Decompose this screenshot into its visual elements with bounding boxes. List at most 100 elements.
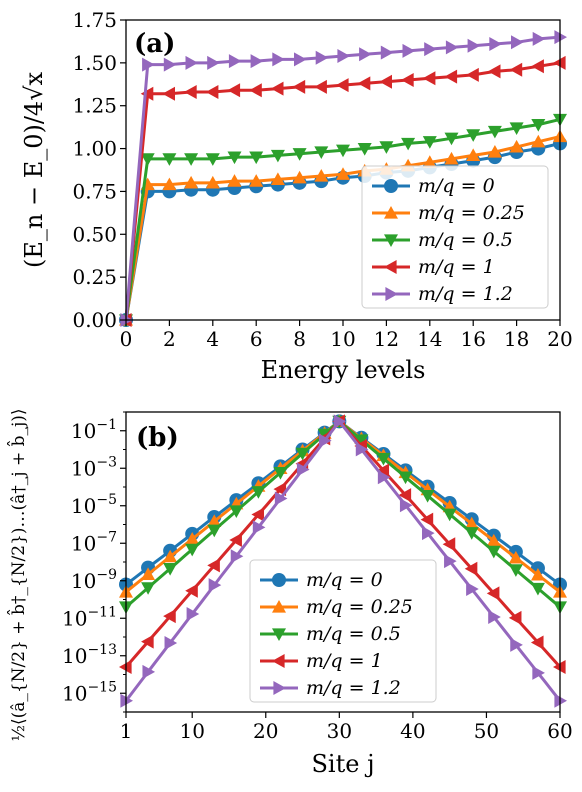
panel-a-legend-marker: [384, 179, 398, 193]
panel-b-data-point: [488, 609, 501, 624]
panel-b-legend-label: m/q = 1: [306, 650, 383, 672]
panel-b-data-point: [530, 582, 545, 596]
panel-a-x-axis-label: Energy levels: [261, 356, 426, 384]
panel-a-legend-box: [361, 165, 549, 309]
panel-b-data-point: [442, 508, 457, 522]
panel-a-data-point: [249, 151, 264, 165]
panel-a-data-point: [315, 50, 329, 65]
panel-a-label: (a): [134, 29, 175, 59]
panel-a-data-point: [532, 31, 546, 46]
panel-b-legend-marker: [272, 628, 286, 641]
panel-b-data-point: [486, 533, 501, 547]
panel-a-x-tick-label: 14: [417, 327, 442, 351]
panel-a-data-point: [292, 170, 307, 184]
panel-a-legend-label: m/q = 0.25: [418, 202, 525, 224]
panel-a-legend-label: m/q = 1: [418, 256, 495, 278]
panel-b-data-point: [464, 561, 478, 576]
panel-a-legend-marker: [385, 287, 398, 301]
panel-b-data-point: [251, 507, 265, 522]
panel-a: 0 2 4 6 8 10 12 14 16 18 20 0.00 0.25 0.50 0.75 1.00 1.…: [20, 8, 573, 384]
panel-a-x-tick-label: 16: [460, 327, 485, 351]
panel-b-y-tick-label: 10−1: [71, 417, 117, 443]
panel-b-y-tick-label: 10−3: [71, 454, 117, 480]
panel-b-data-point: [273, 482, 287, 497]
panel-b-data-point: [295, 447, 310, 461]
panel-b-data-point: [141, 567, 156, 580]
panel-b-data-point: [376, 463, 390, 478]
panel-a-legend-marker: [384, 234, 398, 247]
panel-a-data-point: [272, 52, 285, 67]
panel-a-data-point: [162, 177, 177, 191]
panel-a-data-point: [292, 79, 306, 94]
panel-b-x-tick-label: 10: [179, 719, 204, 743]
panel-a-data-point: [445, 40, 459, 55]
panel-a-data-point: [466, 148, 481, 162]
panel-b-data-point: [420, 512, 434, 527]
panel-a-y-tick-label: 0.00: [72, 308, 117, 332]
panel-b-legend: m/q = 0 m/q = 0.25 m/q = 0.5 m/q = 1 m/q…: [249, 559, 437, 703]
panel-b-legend-label: m/q = 0.5: [306, 623, 401, 645]
panel-a-y-tick-label: 1.50: [72, 51, 117, 75]
panel-b-legend-marker: [272, 573, 286, 587]
panel-b-data-point: [377, 470, 391, 485]
panel-a-legend-label: m/q = 0: [418, 175, 495, 197]
panel-a-data-point: [422, 71, 436, 86]
panel-a-x-tick-label: 0: [120, 327, 133, 351]
panel-b-series-line: [124, 418, 562, 702]
panel-a-data-point: [249, 83, 262, 98]
panel-b-data-point: [164, 635, 178, 650]
panel-b-data-point: [163, 609, 176, 624]
panel-a-data-point: [162, 153, 177, 166]
panel-b-y-ticks: 10−1 10−3 10−5 10−7 10−9 10−11 10−13 10−15: [62, 411, 126, 713]
panel-a-x-tick-label: 18: [504, 327, 529, 351]
panel-a-data-point: [142, 57, 155, 72]
panel-a-data-point: [422, 155, 437, 168]
panel-b-legend-label: m/q = 0: [306, 569, 383, 591]
panel-b-data-point: [399, 498, 413, 513]
panel-b-data-point: [444, 554, 457, 569]
panel-b-data-point: [508, 610, 522, 625]
panel-a-data-point: [487, 125, 502, 139]
panel-b-data-point: [398, 488, 412, 503]
panel-b-data-point: [319, 433, 332, 448]
panel-a-data-point: [531, 59, 544, 74]
panel-b-data-point: [274, 491, 288, 506]
panel-a-x-tick-label: 10: [330, 327, 355, 351]
panel-a-data-point: [467, 38, 481, 53]
panel-a-data-point: [336, 167, 350, 180]
panel-a-y-axis-label: (E_n − E_0)/4√x: [20, 72, 48, 269]
panel-a-x-tick-label: 8: [293, 327, 306, 351]
panel-b: 1 10 20 30 40 50 60 10−110−310−510−710−910−111…: [7, 408, 572, 778]
panel-a-y-tick-label: 1.00: [72, 137, 117, 161]
panel-b-y-tick-label: 10−5: [71, 492, 117, 518]
panel-a-legend-marker: [384, 260, 397, 274]
panel-b-data-point: [376, 452, 391, 466]
panel-b-data-point: [420, 490, 435, 503]
panel-a-data-point: [509, 122, 524, 135]
panel-b-data-point: [510, 637, 523, 652]
panel-a-data-point: [509, 62, 523, 77]
panel-a-data-point: [314, 146, 329, 159]
panel-b-data-point: [208, 578, 222, 593]
panel-b-x-tick-label: 1: [120, 719, 133, 743]
panel-b-data-point: [185, 583, 198, 598]
panel-a-x-tick-label: 4: [206, 327, 219, 351]
panel-a-data-point: [228, 54, 242, 69]
panel-a-data-point: [163, 57, 177, 72]
panel-a-data-point: [270, 81, 284, 96]
panel-a-data-point: [227, 174, 242, 187]
panel-a-data-point: [207, 55, 220, 70]
panel-a-y-tick-label: 0.25: [72, 265, 117, 289]
panel-b-data-point: [554, 693, 567, 708]
panel-b-legend-label: m/q = 0.25: [306, 596, 413, 618]
panel-b-x-tick-label: 60: [547, 719, 572, 743]
panel-b-data-point: [530, 635, 544, 650]
panel-a-data-point: [401, 73, 414, 87]
panel-a-data-point: [402, 43, 416, 58]
panel-a-data-point: [184, 153, 199, 166]
panel-a-data-point: [357, 76, 371, 91]
panel-b-data-point: [398, 471, 413, 485]
panel-b-data-point: [185, 543, 200, 557]
panel-a-data-point: [531, 134, 546, 148]
